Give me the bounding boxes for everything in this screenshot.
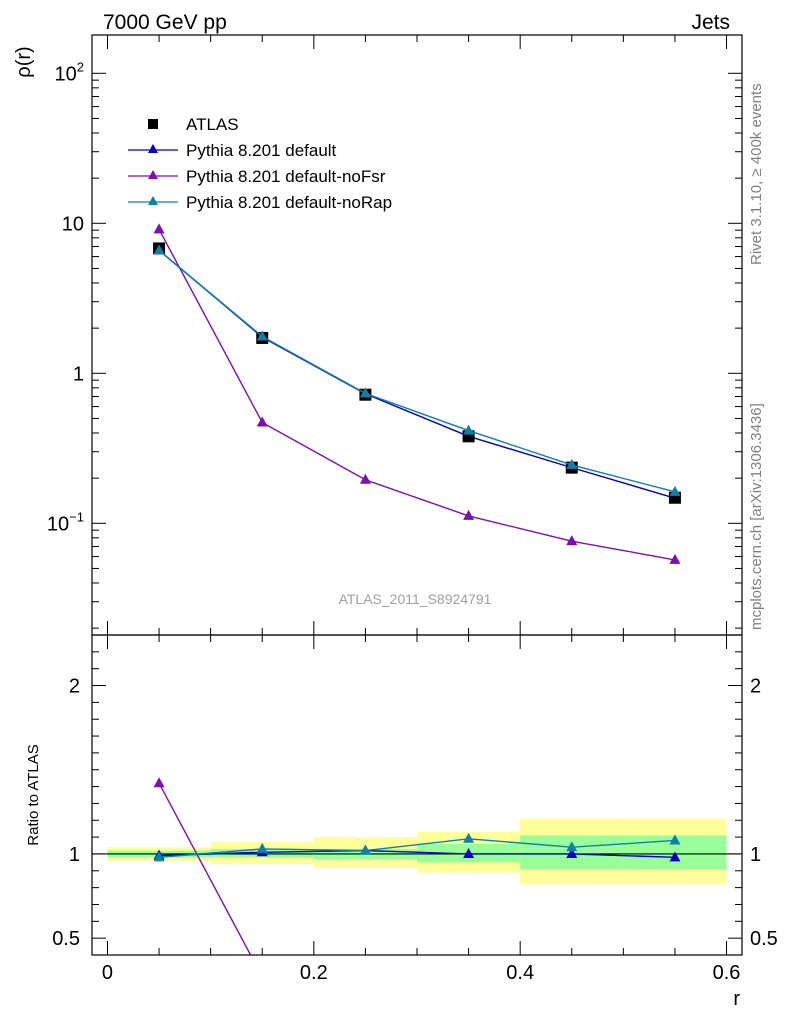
legend-item-nofsr: Pythia 8.201 default-noFsr (128, 167, 386, 186)
ratio-y-tick-labels: 0.5 0.5 1 1 2 2 (52, 676, 778, 951)
ratio-x-tick-labels: 0 0.2 0.4 0.6 (102, 962, 741, 984)
noFsr-point (359, 473, 371, 484)
noRap-point (256, 330, 268, 341)
noRap-point (669, 485, 681, 496)
ratio-frame (91, 634, 743, 956)
mcplots-label: mcplots.cern.ch [arXiv:1306.3436] (748, 403, 765, 630)
ratio-noRap-point (669, 834, 681, 845)
main-y-tick-label: 1 (73, 363, 84, 385)
ratio-noFsr-line (158, 782, 252, 955)
ratio-y-tick-label-left: 1 (69, 844, 80, 866)
main-y-tick-label: 10 (62, 213, 84, 235)
legend-item-atlas: ATLAS (148, 115, 239, 134)
legend-norap-label: Pythia 8.201 default-noRap (186, 193, 392, 212)
x-tick-label: 0.6 (713, 962, 741, 984)
noFsr-point (153, 223, 165, 234)
x-axis-label: r (733, 988, 740, 1010)
legend-nofsr-marker (148, 170, 158, 179)
header-right-title: Jets (691, 11, 730, 34)
ratio-default-point (566, 847, 578, 858)
legend-default-marker (148, 144, 158, 153)
ratio-y-tick-label-right: 1 (750, 844, 761, 866)
noFsr-point (463, 509, 475, 520)
ratio-noRap-point (359, 844, 371, 855)
main-y-tick-label: 102 (55, 59, 84, 85)
main-ticks (92, 35, 742, 635)
header-left-title: 7000 GeV pp (103, 11, 227, 34)
ratio-noRap-point (566, 841, 578, 852)
ratio-bands (107, 818, 727, 885)
noRap-point (463, 424, 475, 435)
ratio-default-point (463, 847, 475, 858)
ratio-noRap-point (153, 851, 165, 862)
ratio-series-noFsr (153, 777, 252, 955)
analysis-label: ATLAS_2011_S8924791 (339, 591, 492, 607)
ratio-ticks (92, 634, 742, 956)
main-y-tick-label: 10−1 (47, 509, 84, 535)
noRap-point (566, 458, 578, 469)
ratio-default-point (669, 851, 681, 862)
series-noFsr (153, 223, 681, 564)
legend-norap-marker (148, 196, 158, 205)
legend-item-default: Pythia 8.201 default (128, 141, 337, 160)
noFsr-line (158, 229, 676, 561)
main-panel: 102 10 1 10−1 ρ(r) ATLAS_2011_S8924791 ATLA… (13, 34, 743, 636)
series-atlas (153, 242, 681, 504)
ratio-noRap-point (256, 842, 268, 853)
noRap-point (359, 387, 371, 398)
noRap-line (158, 249, 676, 493)
series-noRap (153, 244, 681, 496)
legend-nofsr-label: Pythia 8.201 default-noFsr (186, 167, 386, 186)
series-default (153, 244, 681, 503)
x-tick-label: 0.4 (506, 962, 534, 984)
noFsr-point (669, 553, 681, 564)
legend-atlas-label: ATLAS (186, 115, 239, 134)
ratio-y-tick-label-right: 0.5 (750, 928, 778, 950)
ratio-y-tick-label-right: 2 (750, 676, 761, 698)
ratio-panel: 0.5 0.5 1 1 2 2 0 0.2 0.4 0.6 Ratio to ATLAS r (25, 634, 778, 1010)
ratio-default-line (159, 849, 675, 859)
ratio-y-tick-label-left: 0.5 (52, 928, 80, 950)
ratio-series-noRap (153, 832, 681, 862)
ratio-noFsr-point (153, 777, 165, 788)
ratio-noRap-point (463, 832, 475, 843)
x-tick-label: 0 (102, 962, 113, 984)
ratio-noRap-line (159, 838, 675, 859)
main-series (153, 223, 681, 564)
legend: ATLAS Pythia 8.201 default Pythia 8.201 … (128, 115, 392, 212)
main-y-axis-label: ρ(r) (13, 46, 35, 77)
noRap-point (153, 244, 165, 255)
legend-atlas-marker (148, 119, 158, 129)
x-tick-label: 0.2 (300, 962, 328, 984)
ratio-y-tick-label-left: 2 (69, 676, 80, 698)
noFsr-point (256, 416, 268, 427)
ratio-y-axis-label: Ratio to ATLAS (25, 744, 42, 845)
rivet-version-label: Rivet 3.1.10, ≥ 400k events (748, 83, 765, 265)
legend-default-label: Pythia 8.201 default (186, 141, 337, 160)
legend-item-norap: Pythia 8.201 default-noRap (128, 193, 392, 212)
main-y-tick-labels: 102 10 1 10−1 (47, 59, 84, 535)
noFsr-point (566, 535, 578, 546)
ratio-series (153, 777, 681, 955)
